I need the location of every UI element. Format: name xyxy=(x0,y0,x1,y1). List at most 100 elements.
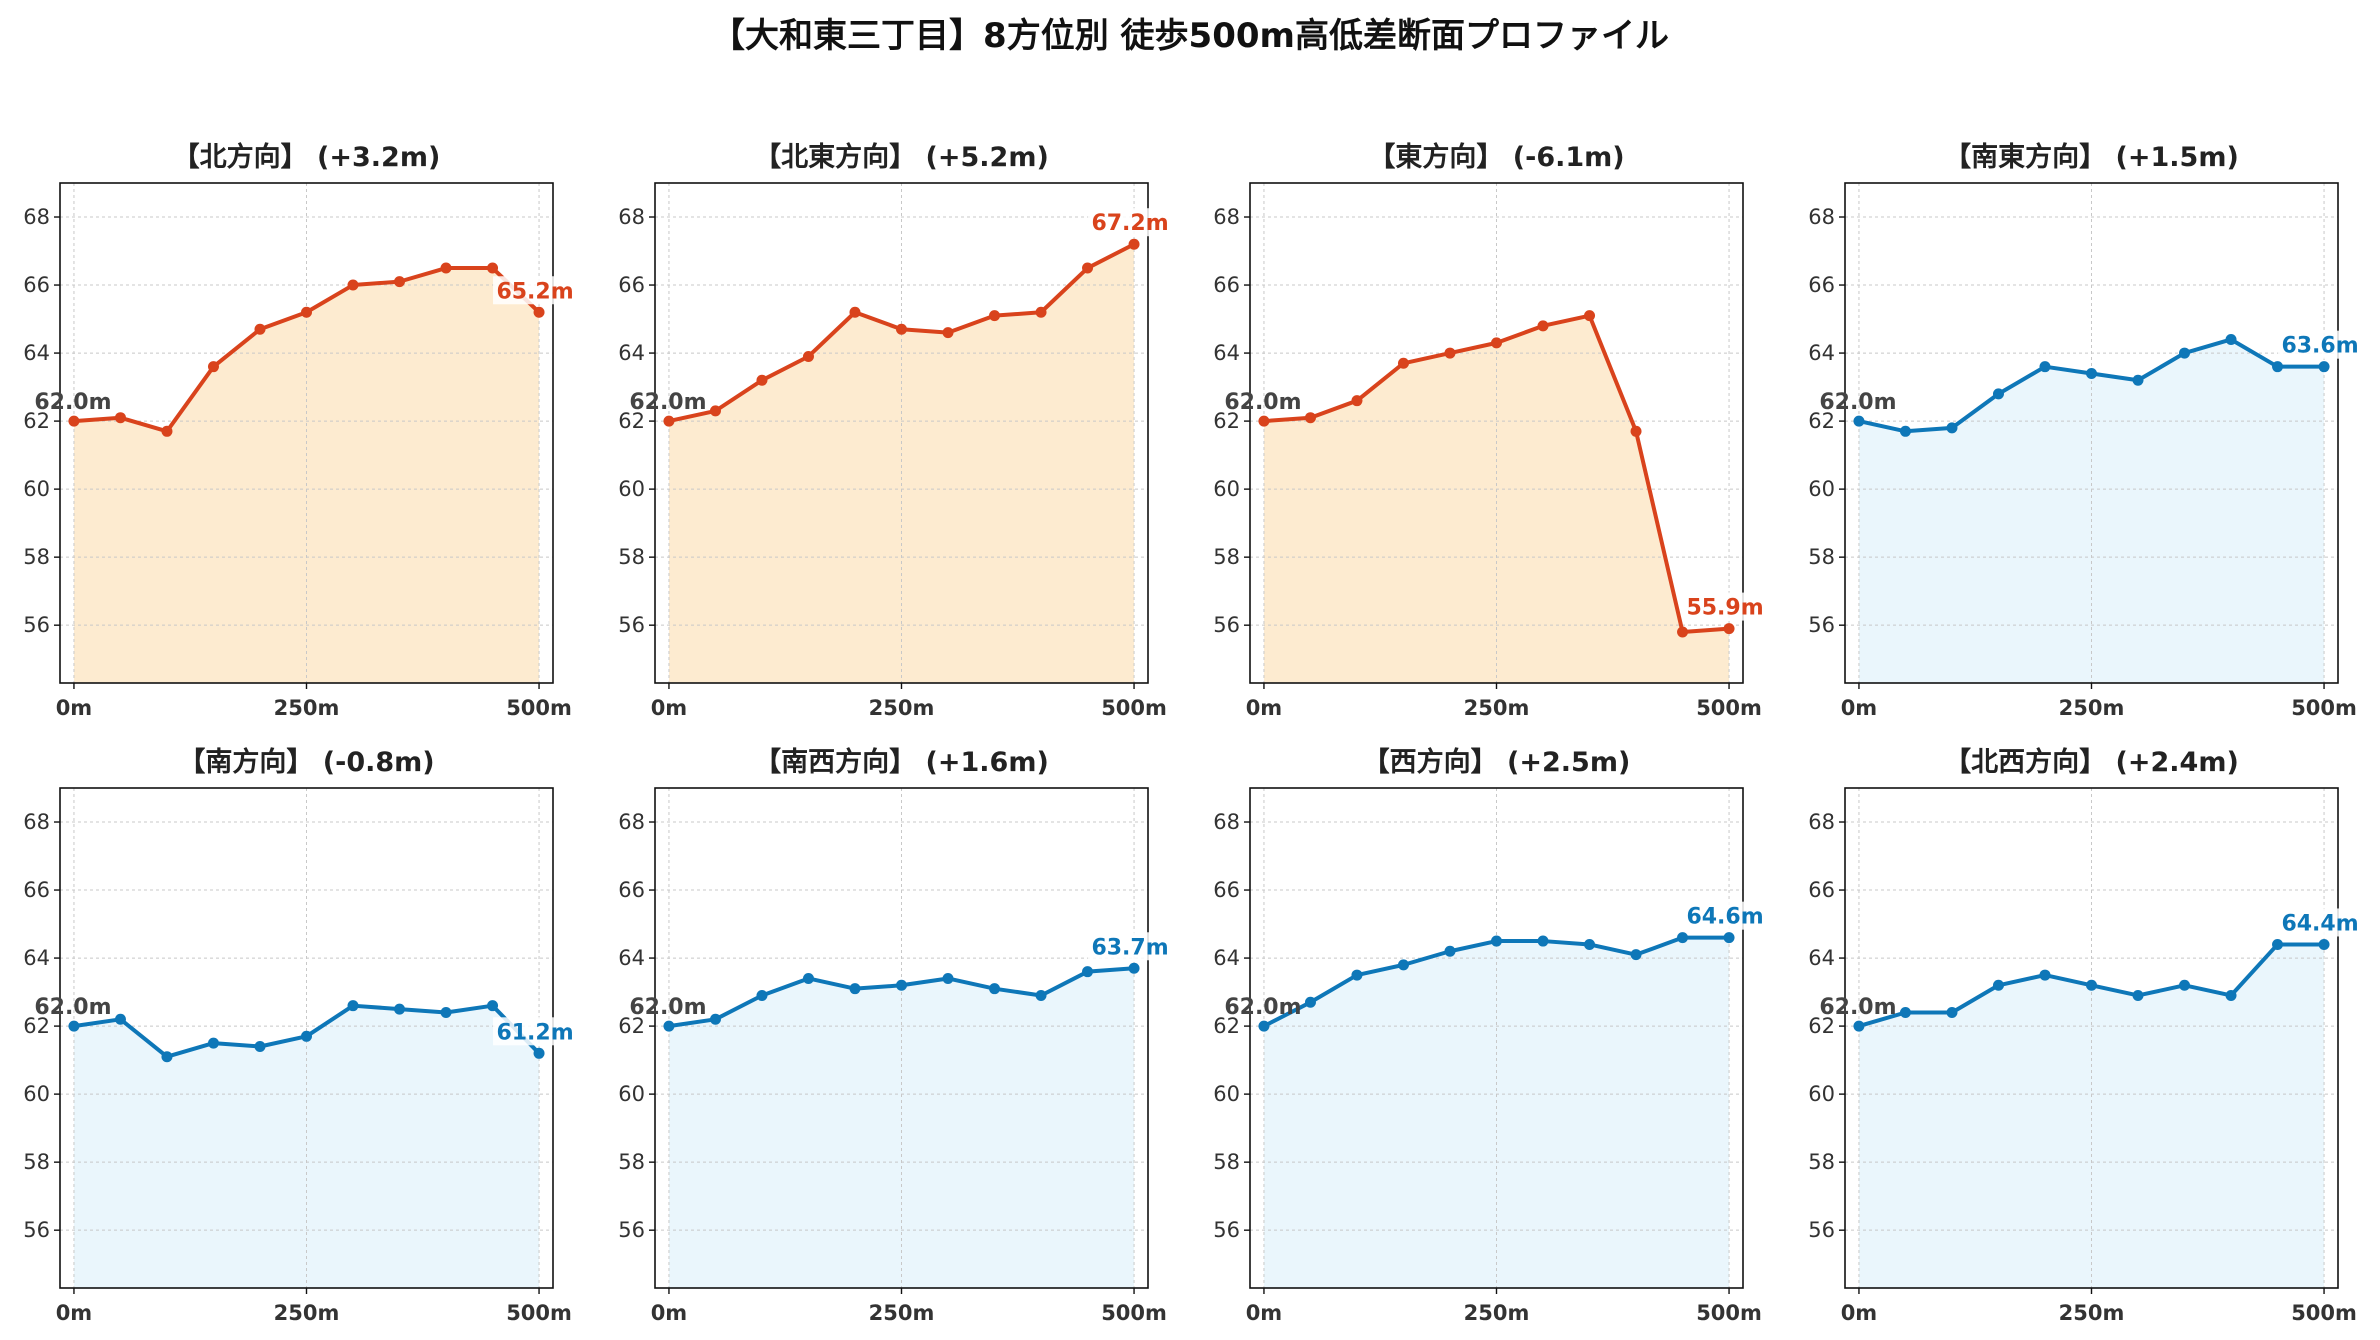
chart-svg: 【東方向】 (-6.1m) 56 58 60 62 64 66 68 0m 250m 500m 62.… xyxy=(1213,141,1768,720)
y-tick-label: 60 xyxy=(1213,1082,1240,1106)
x-tick-label: 0m xyxy=(651,1301,688,1325)
data-point xyxy=(2086,367,2097,379)
y-tick-label: 64 xyxy=(618,341,645,365)
area-fill xyxy=(73,1005,540,1288)
chart-title: 【南東方向】 (+1.5m) xyxy=(1944,141,2239,173)
data-point xyxy=(301,1030,312,1042)
x-tick-label: 0m xyxy=(1246,696,1283,720)
data-point xyxy=(2039,361,2051,373)
data-point xyxy=(709,405,721,417)
chart-title: 【西方向】 (+2.5m) xyxy=(1363,746,1631,778)
y-tick-label: 68 xyxy=(23,205,50,229)
data-point xyxy=(207,1037,219,1049)
data-point xyxy=(1946,1006,1958,1018)
area-fill xyxy=(1263,315,1730,683)
x-tick-label: 250m xyxy=(274,696,340,720)
data-point xyxy=(394,276,406,288)
y-tick-label: 56 xyxy=(618,1218,645,1242)
y-tick-label: 62 xyxy=(1808,409,1835,433)
data-point xyxy=(1537,935,1549,947)
x-tick-label: 0m xyxy=(1841,1301,1878,1325)
area-fill xyxy=(1858,339,2325,683)
data-point xyxy=(207,361,219,373)
x-tick-label: 500m xyxy=(1696,1301,1762,1325)
data-point xyxy=(1723,623,1735,635)
chart-svg: 【北方向】 (+3.2m) 56 58 60 62 64 66 68 0m 250m 500m 62.… xyxy=(23,141,578,720)
data-point xyxy=(487,1000,499,1012)
data-point xyxy=(849,306,861,318)
x-tick-label: 0m xyxy=(1246,1301,1283,1325)
y-tick-label: 62 xyxy=(1213,1014,1240,1038)
y-tick-label: 66 xyxy=(1808,273,1835,297)
y-tick-label: 60 xyxy=(618,477,645,501)
end-value-label: 61.2m xyxy=(496,1020,573,1045)
y-tick-label: 62 xyxy=(1808,1014,1835,1038)
data-point xyxy=(1444,347,1456,359)
data-point xyxy=(2132,989,2144,1001)
chart-svg: 【南方向】 (-0.8m) 56 58 60 62 64 66 68 0m 250m 500m 62.… xyxy=(23,746,578,1325)
y-tick-label: 60 xyxy=(1808,1082,1835,1106)
end-value-label: 67.2m xyxy=(1091,211,1168,236)
data-point xyxy=(2272,938,2284,950)
data-point xyxy=(1992,388,2004,400)
y-tick-label: 64 xyxy=(1213,946,1240,970)
data-point xyxy=(1035,989,1047,1001)
data-point xyxy=(1992,979,2004,991)
y-tick-label: 64 xyxy=(1808,946,1835,970)
data-point xyxy=(347,279,359,291)
start-value-label: 62.0m xyxy=(34,995,111,1020)
data-point xyxy=(2225,333,2237,345)
y-tick-label: 56 xyxy=(23,1218,50,1242)
y-tick-label: 66 xyxy=(23,273,50,297)
y-tick-label: 58 xyxy=(1213,1150,1240,1174)
end-label-bg xyxy=(1088,208,1173,237)
data-point xyxy=(756,374,768,386)
data-point xyxy=(394,1003,406,1015)
chart-title: 【北東方向】 (+5.2m) xyxy=(754,141,1049,173)
y-tick-label: 68 xyxy=(23,810,50,834)
y-tick-label: 56 xyxy=(1213,1218,1240,1242)
y-tick-label: 64 xyxy=(618,946,645,970)
data-point xyxy=(1677,626,1689,638)
y-tick-label: 56 xyxy=(618,613,645,637)
x-tick-label: 250m xyxy=(1464,696,1530,720)
data-point xyxy=(1630,949,1642,961)
area-fill xyxy=(1858,944,2325,1288)
y-tick-label: 62 xyxy=(618,1014,645,1038)
y-tick-label: 68 xyxy=(1213,205,1240,229)
end-label-bg xyxy=(1683,901,1768,930)
y-tick-label: 62 xyxy=(23,409,50,433)
y-tick-label: 68 xyxy=(1808,810,1835,834)
y-tick-label: 56 xyxy=(1808,613,1835,637)
data-point xyxy=(1899,1006,1911,1018)
x-tick-label: 500m xyxy=(506,1301,572,1325)
profile-chart-5: 【南方向】 (-0.8m) 56 58 60 62 64 66 68 0m 250m 500m 62.… xyxy=(0,735,595,1340)
x-tick-label: 250m xyxy=(1464,1301,1530,1325)
data-point xyxy=(1491,935,1502,947)
x-tick-label: 250m xyxy=(2059,1301,2125,1325)
x-tick-label: 500m xyxy=(2291,1301,2357,1325)
end-label-bg xyxy=(493,276,578,305)
y-tick-label: 62 xyxy=(1213,409,1240,433)
profile-chart-2: 【北東方向】 (+5.2m) 56 58 60 62 64 66 68 0m 250m 500m 62… xyxy=(595,130,1190,735)
data-point xyxy=(2039,969,2051,981)
profile-chart-7: 【西方向】 (+2.5m) 56 58 60 62 64 66 68 0m 250m 500m 62.… xyxy=(1190,735,1785,1340)
data-point xyxy=(2225,989,2237,1001)
data-point xyxy=(2318,361,2330,373)
x-tick-label: 0m xyxy=(56,696,93,720)
y-tick-label: 68 xyxy=(1213,810,1240,834)
y-tick-label: 60 xyxy=(1808,477,1835,501)
y-tick-label: 66 xyxy=(618,273,645,297)
data-point xyxy=(1584,938,1596,950)
data-point xyxy=(2272,361,2284,373)
end-value-label: 63.7m xyxy=(1091,935,1168,960)
y-tick-label: 62 xyxy=(618,409,645,433)
y-tick-label: 66 xyxy=(1213,878,1240,902)
start-value-label: 62.0m xyxy=(629,390,706,415)
y-tick-label: 58 xyxy=(618,545,645,569)
chart-title: 【東方向】 (-6.1m) xyxy=(1368,141,1624,173)
chart-svg: 【北西方向】 (+2.4m) 56 58 60 62 64 66 68 0m 250m 500m 62… xyxy=(1808,746,2363,1325)
y-tick-label: 56 xyxy=(23,613,50,637)
data-point xyxy=(1491,337,1502,349)
data-point xyxy=(802,350,814,362)
